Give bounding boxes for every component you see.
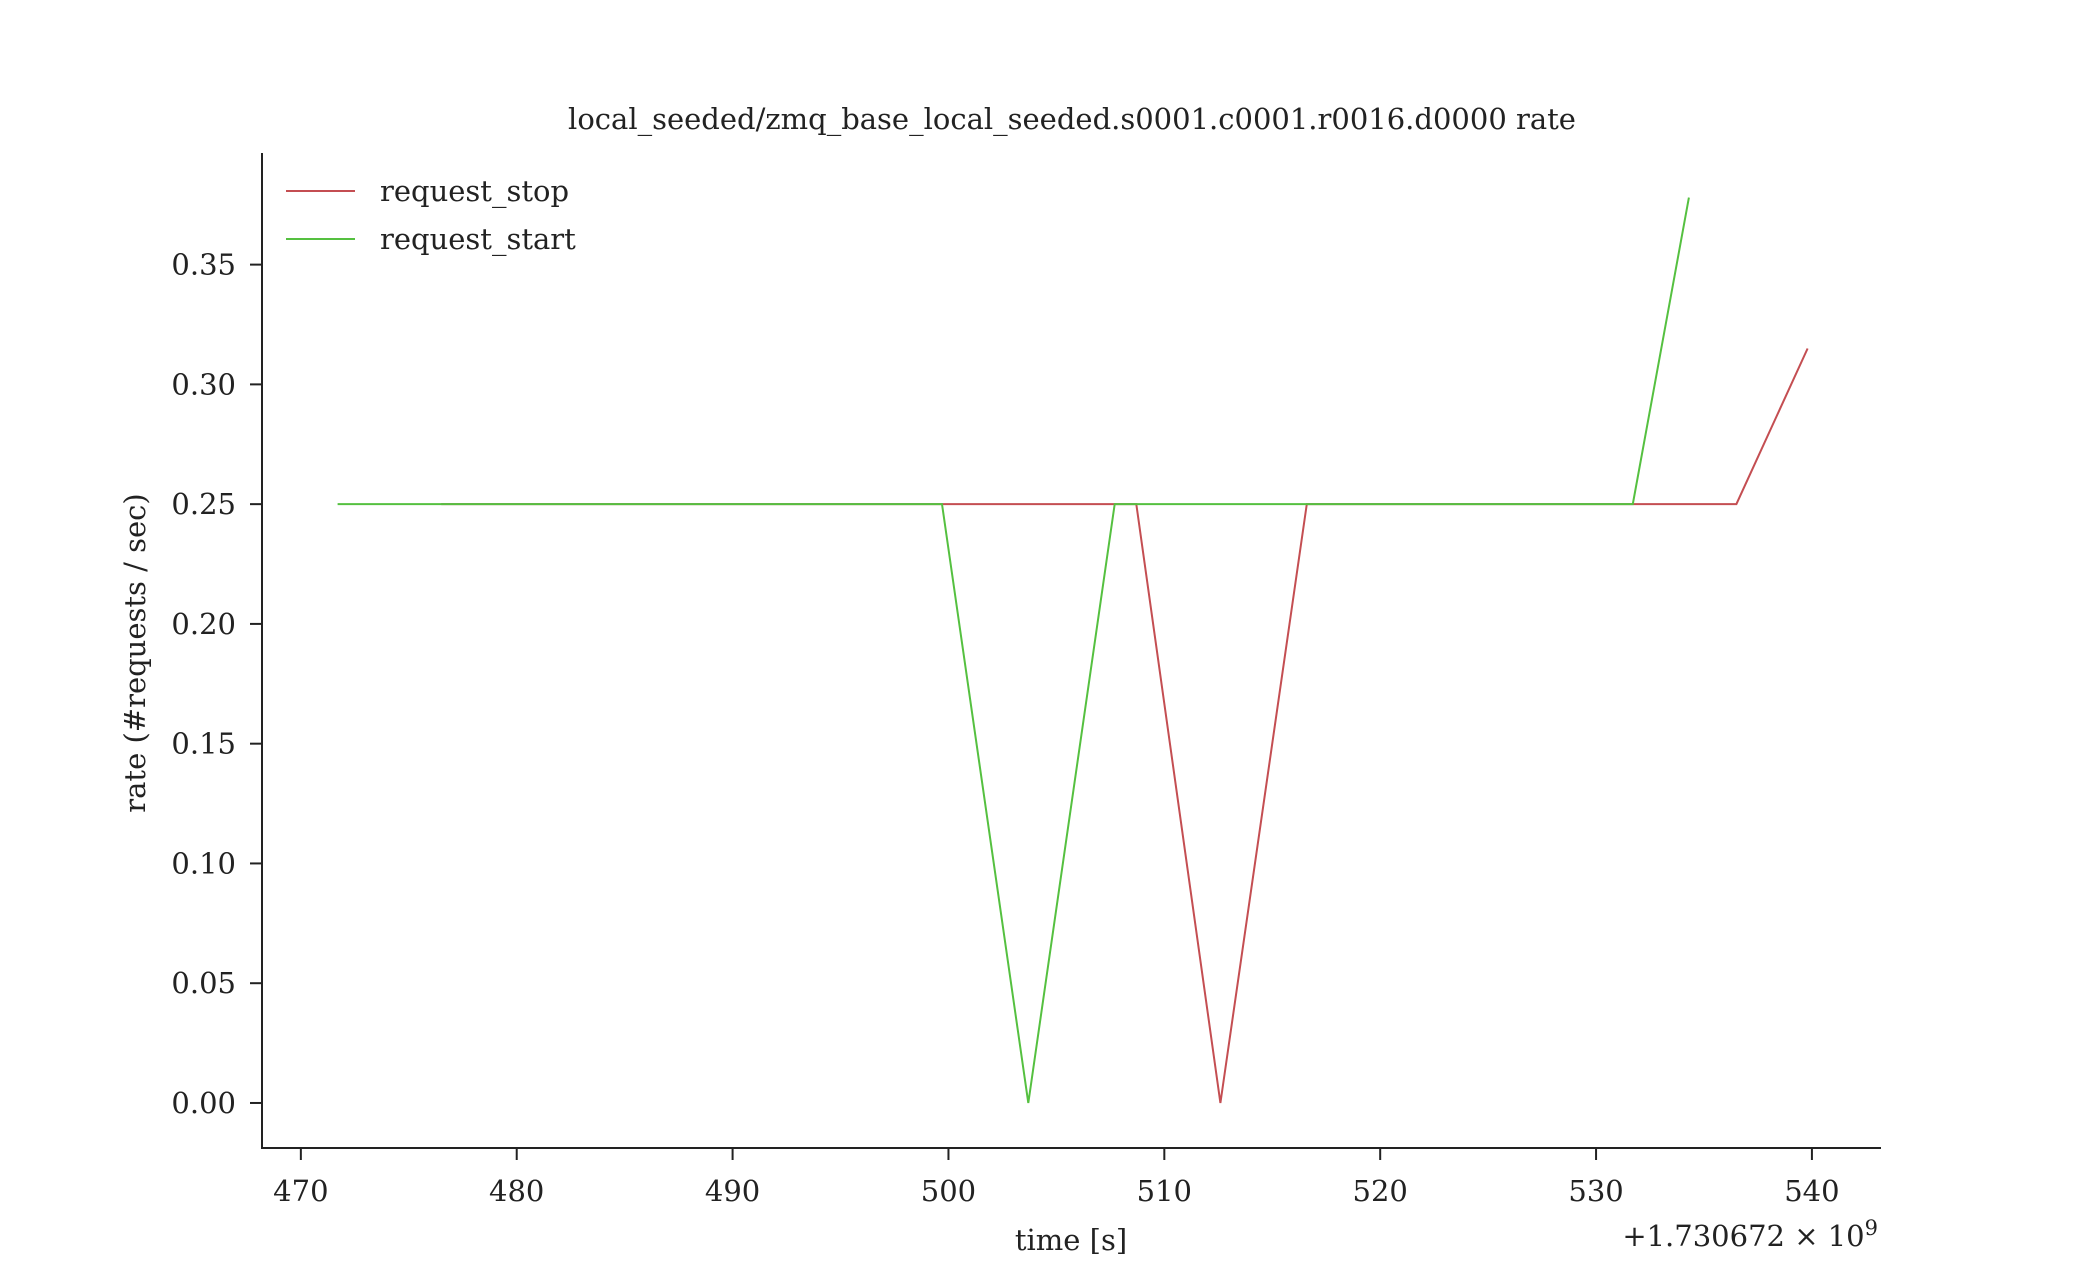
legend-label-request_start: request_start: [380, 222, 576, 257]
x-axis-offset-exponent: 9: [1865, 1216, 1878, 1240]
x-tick-label: 500: [921, 1174, 976, 1208]
y-tick-label: 0.15: [171, 727, 236, 761]
series-line-request_start: [337, 197, 1690, 1104]
series-line-request_stop: [441, 348, 1809, 1104]
x-tick-label: 520: [1353, 1174, 1408, 1208]
x-tick-label: 530: [1568, 1174, 1623, 1208]
y-tick-label: 0.10: [171, 846, 236, 880]
legend: request_stop request_start: [286, 174, 576, 257]
x-tick-label: 480: [489, 1174, 544, 1208]
y-tick-label: 0.30: [171, 367, 236, 401]
y-tick-label: 0.00: [171, 1086, 236, 1120]
y-tick-label: 0.35: [171, 248, 236, 282]
series-layer: [337, 197, 1809, 1104]
y-tick-label: 0.20: [171, 607, 236, 641]
x-axis-offset-mantissa: +1.730672 × 10: [1622, 1219, 1864, 1253]
x-ticks: 470 480 490 500 510 520 530 540: [273, 1148, 1840, 1208]
x-axis-offset-label: +1.730672 × 109: [1622, 1216, 1878, 1253]
y-tick-label: 0.05: [171, 966, 236, 1000]
y-axis-label: rate (#requests / sec): [118, 493, 152, 812]
x-tick-label: 510: [1137, 1174, 1192, 1208]
y-tick-label: 0.25: [171, 487, 236, 521]
legend-label-request_stop: request_stop: [380, 174, 569, 209]
y-ticks: 0.00 0.05 0.10 0.15 0.20 0.25 0.30 0.35: [171, 248, 262, 1120]
x-axis-label: time [s]: [1015, 1223, 1127, 1257]
x-tick-label: 470: [273, 1174, 328, 1208]
x-tick-label: 490: [705, 1174, 760, 1208]
x-tick-label: 540: [1784, 1174, 1839, 1208]
chart-title: local_seeded/zmq_base_local_seeded.s0001…: [568, 102, 1576, 137]
